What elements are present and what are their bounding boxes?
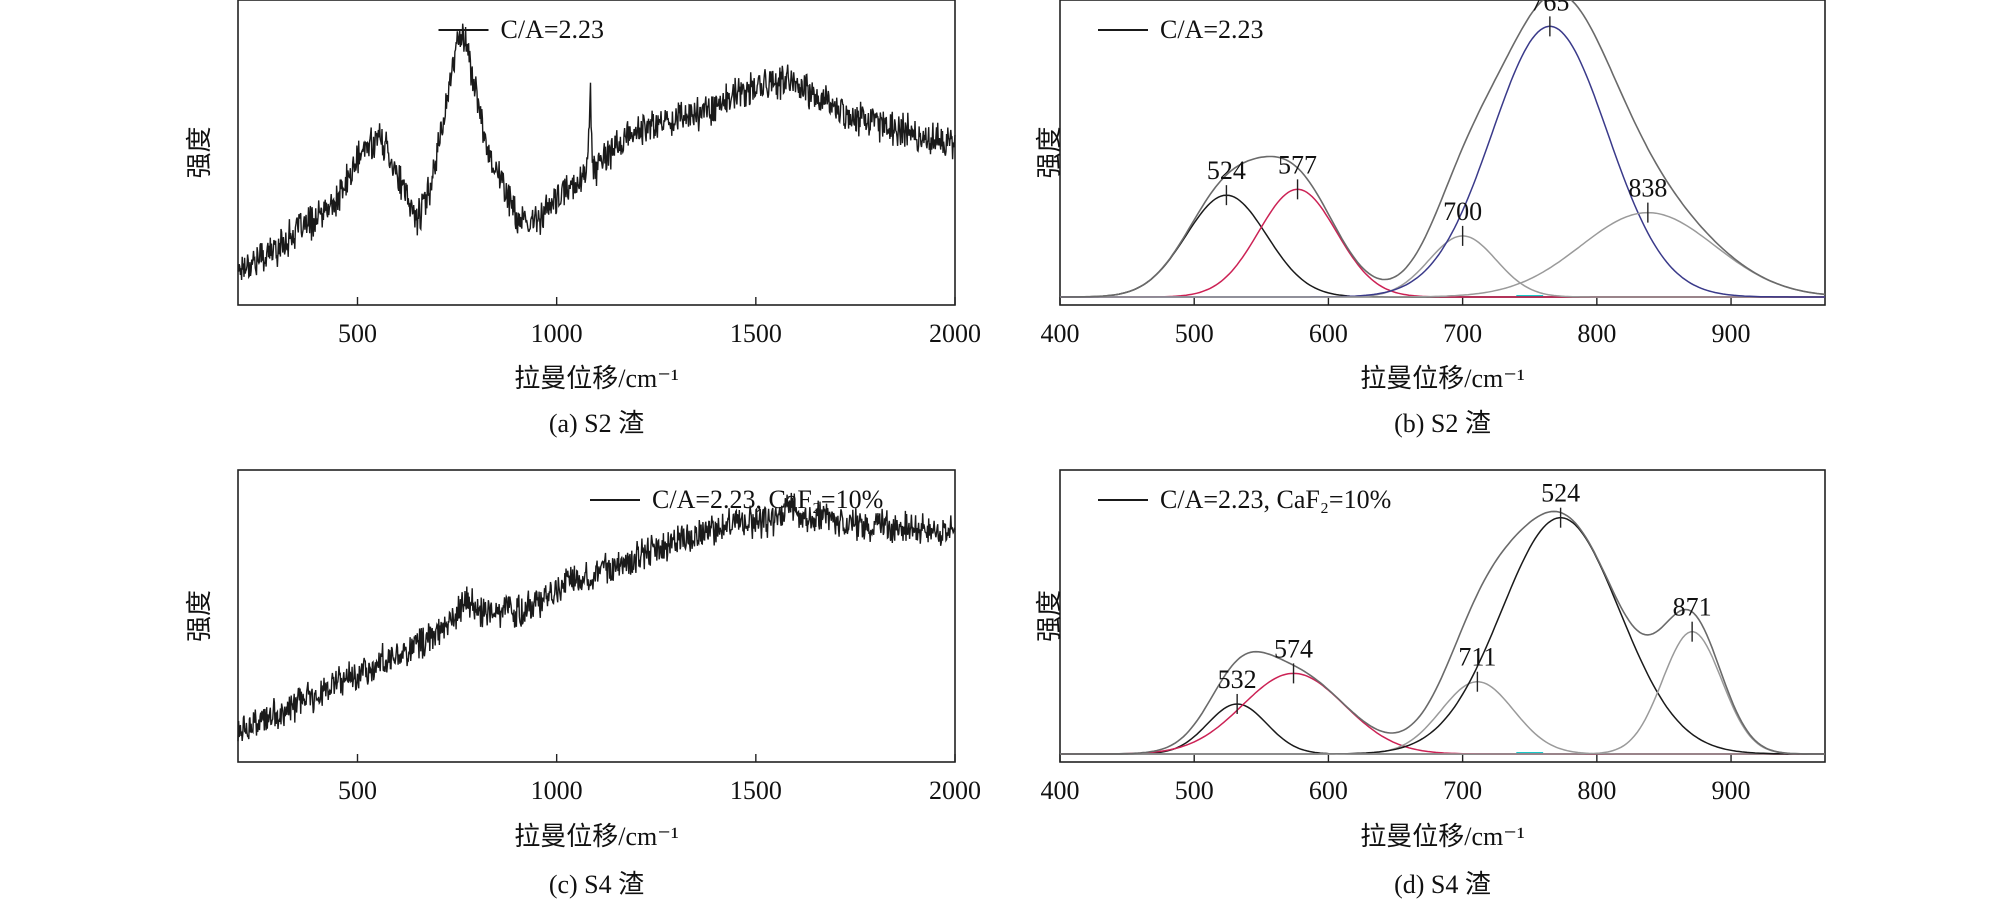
x-tick-label: 1500 [730,776,782,805]
y-axis-label: 强度 [1035,126,1064,178]
plot-frame [1059,0,1826,306]
series-line [237,23,956,281]
panel-b: 400 500 600 700 800 900 拉曼位移/cm⁻¹ 强度 (b) S2 渣 C/A… [1035,0,1826,438]
x-axis-label: 拉曼位移/cm⁻¹ [1360,822,1525,851]
x-tick-label: 500 [1175,776,1214,805]
peak-label: 700 [1443,197,1482,226]
panel-caption: (d) S4 渣 [1394,870,1491,899]
x-tick-label: 600 [1309,776,1348,805]
legend-label: C/A=2.23, CaF₂=10% [1160,485,1391,514]
x-axis-label: 拉曼位移/cm⁻¹ [514,364,679,393]
x-tick-label: 600 [1309,319,1348,348]
x-tick-label: 1500 [730,319,782,348]
panel-caption: (b) S2 渣 [1394,409,1491,438]
x-tick-label: 900 [1712,776,1751,805]
legend-label: C/A=2.23 [501,15,605,44]
y-axis-label: 强度 [185,126,214,178]
fit-peak-700 [1060,235,1825,298]
y-axis-label: 强度 [1035,590,1064,642]
legend-label: C/A=2.23 [1160,15,1264,44]
legend-label: C/A=2.23, CaF₂=10% [652,485,883,514]
x-tick-label: 800 [1577,776,1616,805]
x-tick-label: 700 [1443,319,1482,348]
fit-envelope [1060,510,1825,755]
fit-peak-524 [1060,517,1825,755]
x-tick-label: 900 [1712,319,1751,348]
plot-frame [1059,469,1826,763]
peak-label: 765 [1530,0,1569,16]
series-line [237,492,956,742]
x-axis-label: 拉曼位移/cm⁻¹ [1360,364,1525,393]
x-tick-label: 2000 [929,776,981,805]
panel-d: 400 500 600 700 800 900 拉曼位移/cm⁻¹ 强度 (d) S4 渣 C/A… [1035,469,1826,899]
panel-caption: (a) S2 渣 [549,409,644,438]
x-tick-label: 500 [1175,319,1214,348]
panel-c: 500 1000 1500 2000 拉曼位移/cm⁻¹ 强度 (c) S4 渣 C/A=2.… [185,469,981,899]
fit-peak-871 [1060,631,1825,755]
x-axis-label: 拉曼位移/cm⁻¹ [514,822,679,851]
x-tick-label: 800 [1577,319,1616,348]
x-tick-label: 1000 [531,776,583,805]
x-tick-label: 400 [1041,319,1080,348]
x-tick-label: 700 [1443,776,1482,805]
x-tick-label: 500 [338,319,377,348]
x-tick-label: 400 [1041,776,1080,805]
peak-label: 532 [1218,665,1257,694]
fit-peak-574 [1060,672,1825,755]
peak-label: 524 [1207,156,1246,185]
fit-peak-765 [1060,25,1825,298]
peak-label: 524 [1541,479,1580,508]
peak-label: 838 [1628,174,1667,203]
fit-envelope [1060,0,1826,298]
x-tick-label: 2000 [929,319,981,348]
x-tick-label: 500 [338,776,377,805]
fit-peak-532 [1060,703,1825,755]
fit-peak-838 [1060,211,1826,298]
peak-label: 871 [1673,593,1712,622]
x-tick-label: 1000 [531,319,583,348]
peak-label: 574 [1274,634,1313,663]
plot-frame [237,469,956,763]
plot-frame [237,0,956,306]
y-axis-label: 强度 [185,590,214,642]
peak-label: 711 [1458,643,1496,672]
panel-caption: (c) S4 渣 [549,870,644,899]
peak-label: 577 [1278,150,1317,179]
panel-a: 500 1000 1500 2000 拉曼位移/cm⁻¹ 强度 (a) S2 渣 C/A=2.… [185,0,981,438]
